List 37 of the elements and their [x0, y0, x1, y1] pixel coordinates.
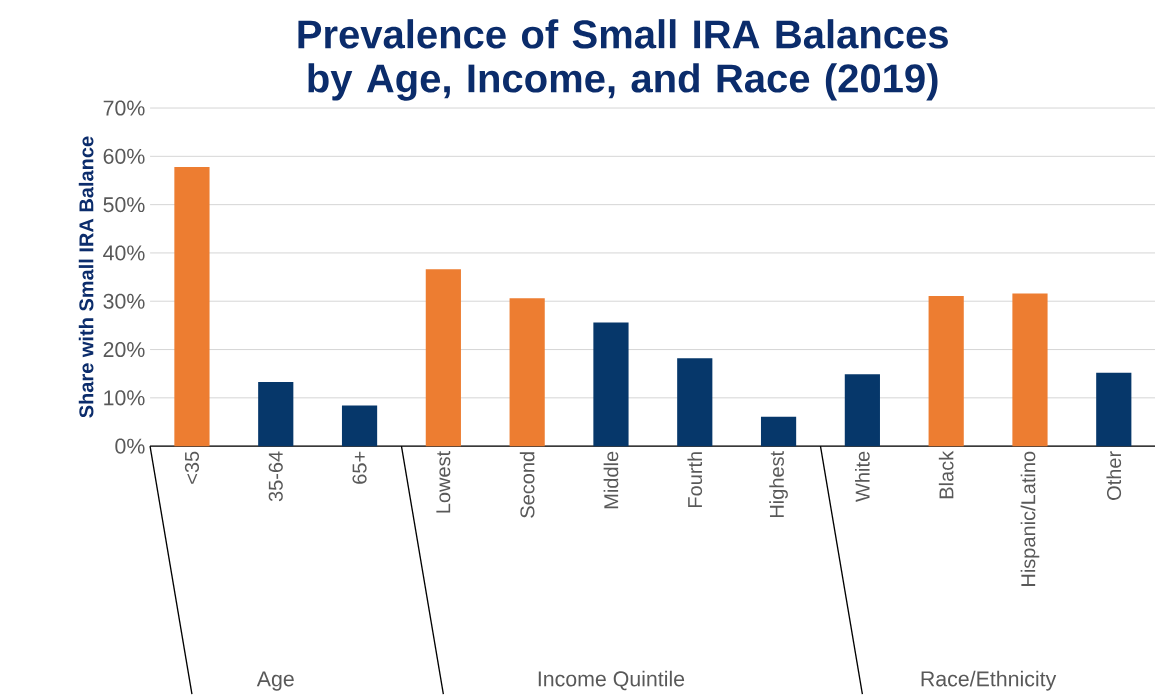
text: Race/Ethnicity	[921, 670, 1057, 691]
x-tick-label: 65+	[352, 451, 367, 484]
y-tick-label: 40%	[103, 245, 145, 261]
bar	[258, 381, 294, 447]
bar	[1012, 293, 1048, 447]
x-tick-label: Highest	[769, 450, 788, 517]
x-tick-label: Lowest	[436, 450, 451, 513]
x-tick-label: Other	[1106, 451, 1122, 500]
bar	[509, 298, 545, 447]
x-tick-label: Second	[519, 452, 535, 518]
bar	[928, 295, 964, 447]
x-tick-label: Hispanic/Latino	[1020, 451, 1040, 586]
x-tick-label: <35	[184, 451, 200, 484]
text: Income Quintile	[538, 670, 685, 691]
y-tick-label: 10%	[104, 390, 145, 406]
y-axis-title: Share with Small IRA Balance	[78, 136, 94, 418]
bar	[593, 322, 629, 447]
y-tick-label: 50%	[103, 196, 145, 213]
bar	[1096, 372, 1132, 447]
x-tick-label: Fourth	[687, 452, 703, 507]
bar	[174, 166, 210, 447]
bar	[425, 269, 461, 447]
bar	[677, 358, 713, 447]
bar	[760, 416, 797, 447]
x-tick-label: White	[855, 451, 870, 502]
y-tick-label: 60%	[103, 148, 145, 164]
chart-title: Prevalence of Small IRA Balances by Age, Income, and Race (2019)	[298, 19, 948, 101]
y-tick-label: 20%	[103, 341, 145, 357]
y-tick-label: 70%	[103, 100, 145, 116]
x-tick-label: 35-64	[268, 451, 283, 502]
bar	[341, 405, 378, 447]
x-tick-label: Black	[938, 450, 954, 499]
x-tick-label: Middle	[603, 451, 619, 509]
text: Age	[256, 671, 294, 691]
y-tick-label: 30%	[103, 293, 145, 309]
bar	[844, 374, 880, 447]
y-tick-label: 0%	[115, 438, 145, 454]
